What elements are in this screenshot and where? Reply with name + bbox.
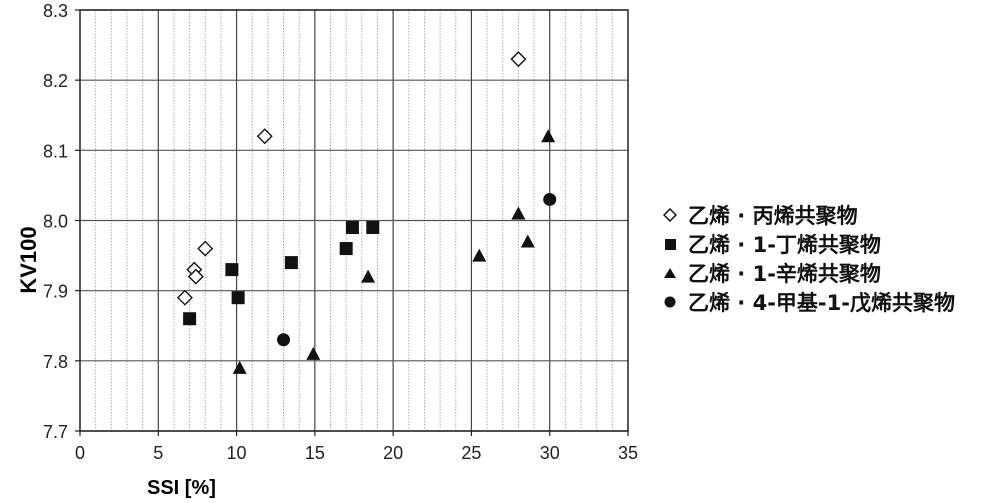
svg-text:0: 0 <box>75 443 85 463</box>
svg-text:25: 25 <box>461 443 481 463</box>
x-axis-label: SSI [%] <box>147 477 216 499</box>
diamond-open-icon <box>662 207 678 223</box>
legend-item: 乙烯 · 1-辛烯共聚物 <box>662 258 955 287</box>
svg-text:20: 20 <box>383 443 403 463</box>
svg-text:8.1: 8.1 <box>43 141 68 161</box>
svg-text:8.2: 8.2 <box>43 71 68 91</box>
legend-item: 乙烯 · 4-甲基-1-戊烯共聚物 <box>662 287 955 316</box>
data-points <box>178 52 556 374</box>
svg-text:8.0: 8.0 <box>43 212 68 232</box>
legend-label: 乙烯 · 4-甲基-1-戊烯共聚物 <box>688 287 955 317</box>
legend-label: 乙烯 · 丙烯共聚物 <box>688 200 858 230</box>
legend-item: 乙烯 · 丙烯共聚物 <box>662 200 955 229</box>
svg-text:5: 5 <box>153 443 163 463</box>
square-filled-icon <box>662 236 678 252</box>
scatter-chart: 7.7 7.8 7.9 8.0 8.1 8.2 8.3 0 5 10 15 20 25 30 35 SSI … <box>0 0 640 503</box>
svg-text:7.8: 7.8 <box>43 352 68 372</box>
legend-label: 乙烯 · 1-丁烯共聚物 <box>688 229 881 259</box>
axes: 7.7 7.8 7.9 8.0 8.1 8.2 8.3 0 5 10 15 20 25 30 35 <box>43 1 638 463</box>
svg-text:35: 35 <box>618 443 638 463</box>
legend-item: 乙烯 · 1-丁烯共聚物 <box>662 229 955 258</box>
svg-text:10: 10 <box>227 443 247 463</box>
svg-text:7.7: 7.7 <box>43 422 68 442</box>
triangle-filled-icon <box>662 265 678 281</box>
svg-text:30: 30 <box>540 443 560 463</box>
grid-lines <box>80 10 628 431</box>
svg-text:15: 15 <box>305 443 325 463</box>
legend-label: 乙烯 · 1-辛烯共聚物 <box>688 258 881 288</box>
legend: 乙烯 · 丙烯共聚物 乙烯 · 1-丁烯共聚物 乙烯 · 1-辛烯共聚物 乙烯 … <box>662 200 955 316</box>
svg-text:8.3: 8.3 <box>43 1 68 21</box>
y-axis-label: KV100 <box>16 226 41 293</box>
svg-text:7.9: 7.9 <box>43 282 68 302</box>
circle-filled-icon <box>662 294 678 310</box>
